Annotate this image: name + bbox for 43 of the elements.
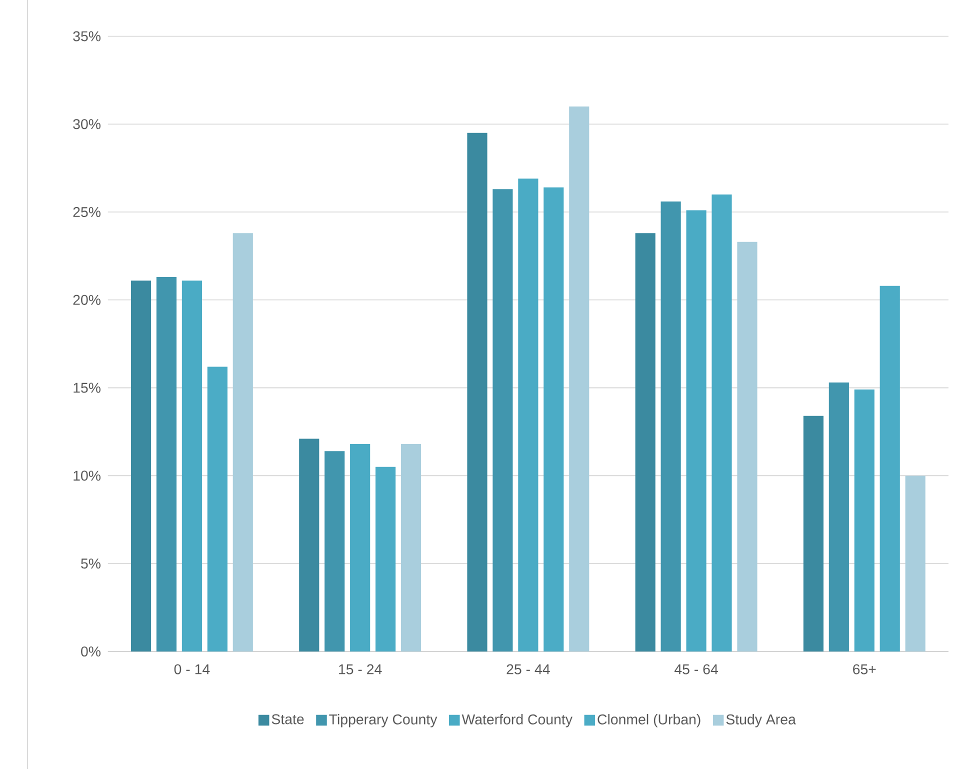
bar (854, 390, 874, 652)
bar (905, 476, 926, 652)
bar (400, 444, 422, 652)
bar (207, 366, 228, 652)
legend-label: Clonmel (Urban) (598, 714, 700, 728)
bar (467, 132, 488, 652)
x-tick-label: 15 - 24 (339, 664, 382, 674)
bar (350, 444, 370, 652)
bar (376, 466, 396, 652)
bar (492, 189, 513, 652)
y-tick-label: 0% (81, 646, 101, 656)
bar (324, 451, 345, 652)
legend-label: Study Area (726, 714, 796, 728)
bar (880, 286, 900, 652)
bar (828, 382, 849, 652)
x-tick-label: 0 - 14 (174, 664, 210, 674)
legend-label: Tipperary County (329, 714, 438, 728)
bar (635, 233, 656, 652)
bar (686, 210, 706, 652)
y-tick-label: 10% (74, 470, 101, 481)
y-tick-label: 5% (81, 558, 101, 569)
y-tick-label: 25% (73, 206, 101, 218)
y-tick-label: 35% (73, 31, 101, 42)
y-tick-label: 30% (73, 119, 101, 130)
legend-label: Waterford County (462, 714, 572, 728)
bar (299, 438, 320, 652)
y-tick-label: 20% (73, 294, 101, 305)
bar (130, 280, 152, 652)
bar (737, 242, 758, 652)
bar (712, 194, 732, 652)
bar (518, 178, 538, 652)
bar (544, 187, 564, 652)
bar (232, 233, 253, 652)
bar (182, 280, 202, 652)
x-tick-label: 45 - 64 (674, 664, 718, 674)
x-tick-label: 25 - 44 (506, 664, 550, 674)
bar (660, 201, 681, 652)
bar (156, 277, 177, 652)
y-tick-label: 15% (74, 382, 101, 393)
x-tick-label: 65+ (853, 664, 876, 674)
bar (569, 106, 590, 652)
legend-label: State (272, 714, 304, 724)
bar (803, 416, 824, 652)
